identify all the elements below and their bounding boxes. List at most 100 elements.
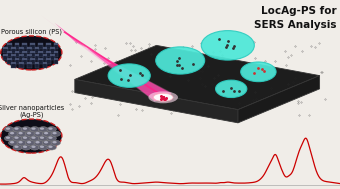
- Circle shape: [47, 136, 56, 141]
- FancyBboxPatch shape: [22, 43, 27, 49]
- Circle shape: [14, 136, 19, 139]
- FancyBboxPatch shape: [7, 51, 12, 53]
- Circle shape: [21, 127, 31, 132]
- Circle shape: [34, 140, 44, 146]
- Circle shape: [8, 140, 18, 146]
- FancyBboxPatch shape: [50, 55, 55, 60]
- Circle shape: [35, 132, 40, 134]
- FancyBboxPatch shape: [42, 54, 47, 56]
- Circle shape: [156, 47, 205, 74]
- FancyBboxPatch shape: [3, 55, 8, 60]
- FancyBboxPatch shape: [11, 62, 16, 64]
- Text: Porous silicon (PS): Porous silicon (PS): [1, 29, 62, 35]
- FancyBboxPatch shape: [54, 51, 58, 53]
- FancyBboxPatch shape: [22, 43, 27, 45]
- FancyBboxPatch shape: [7, 59, 12, 64]
- FancyBboxPatch shape: [35, 47, 39, 49]
- Text: LocAg-PS for
SERS Analysis: LocAg-PS for SERS Analysis: [254, 6, 337, 30]
- FancyBboxPatch shape: [11, 47, 16, 53]
- Circle shape: [35, 141, 40, 143]
- Circle shape: [52, 141, 57, 143]
- Circle shape: [27, 141, 31, 143]
- FancyBboxPatch shape: [35, 54, 39, 56]
- Ellipse shape: [148, 91, 178, 103]
- FancyBboxPatch shape: [50, 54, 55, 56]
- FancyBboxPatch shape: [38, 51, 43, 53]
- FancyBboxPatch shape: [11, 47, 16, 49]
- Circle shape: [4, 127, 14, 132]
- Circle shape: [108, 64, 150, 87]
- Circle shape: [38, 145, 48, 150]
- Circle shape: [13, 136, 22, 141]
- Circle shape: [30, 136, 39, 141]
- Circle shape: [40, 127, 44, 130]
- Text: Silver nanoparticles
(Ag-PS): Silver nanoparticles (Ag-PS): [0, 105, 64, 118]
- Circle shape: [48, 146, 53, 148]
- Circle shape: [26, 131, 35, 136]
- FancyBboxPatch shape: [42, 55, 47, 60]
- FancyBboxPatch shape: [54, 51, 58, 57]
- FancyBboxPatch shape: [3, 47, 8, 49]
- FancyBboxPatch shape: [54, 59, 58, 64]
- FancyBboxPatch shape: [30, 43, 35, 45]
- Circle shape: [42, 131, 52, 136]
- FancyBboxPatch shape: [27, 47, 32, 49]
- Polygon shape: [75, 79, 238, 123]
- FancyBboxPatch shape: [19, 47, 24, 49]
- FancyBboxPatch shape: [19, 54, 24, 56]
- Circle shape: [38, 127, 48, 132]
- Circle shape: [30, 145, 39, 150]
- Circle shape: [31, 136, 36, 139]
- Circle shape: [40, 136, 44, 139]
- Circle shape: [10, 141, 14, 143]
- Circle shape: [18, 141, 23, 143]
- FancyBboxPatch shape: [15, 43, 19, 49]
- FancyBboxPatch shape: [35, 62, 39, 64]
- Circle shape: [31, 146, 36, 148]
- Circle shape: [14, 127, 19, 130]
- FancyBboxPatch shape: [38, 43, 43, 49]
- FancyBboxPatch shape: [22, 51, 27, 53]
- Circle shape: [44, 141, 48, 143]
- FancyBboxPatch shape: [19, 55, 24, 60]
- FancyBboxPatch shape: [22, 59, 27, 64]
- Circle shape: [10, 132, 14, 134]
- Circle shape: [13, 127, 22, 132]
- Circle shape: [47, 145, 56, 150]
- Polygon shape: [75, 45, 320, 110]
- FancyBboxPatch shape: [46, 59, 51, 64]
- FancyBboxPatch shape: [42, 62, 47, 68]
- Circle shape: [31, 127, 36, 130]
- FancyBboxPatch shape: [15, 51, 19, 53]
- Circle shape: [216, 80, 247, 98]
- Polygon shape: [54, 23, 172, 101]
- FancyBboxPatch shape: [42, 47, 47, 53]
- FancyBboxPatch shape: [30, 51, 35, 53]
- FancyBboxPatch shape: [46, 58, 51, 60]
- Circle shape: [8, 131, 18, 136]
- FancyBboxPatch shape: [27, 62, 32, 68]
- Circle shape: [30, 127, 39, 132]
- FancyBboxPatch shape: [42, 62, 47, 64]
- FancyBboxPatch shape: [11, 54, 16, 56]
- FancyBboxPatch shape: [46, 43, 51, 49]
- Ellipse shape: [153, 93, 173, 101]
- Circle shape: [201, 31, 254, 60]
- Circle shape: [23, 146, 27, 148]
- Circle shape: [1, 119, 62, 153]
- FancyBboxPatch shape: [7, 43, 12, 49]
- FancyBboxPatch shape: [54, 58, 58, 60]
- FancyBboxPatch shape: [46, 51, 51, 57]
- Circle shape: [44, 132, 48, 134]
- FancyBboxPatch shape: [22, 51, 27, 57]
- Circle shape: [26, 140, 35, 146]
- FancyBboxPatch shape: [15, 59, 19, 64]
- Circle shape: [38, 136, 48, 141]
- FancyBboxPatch shape: [35, 62, 39, 68]
- FancyBboxPatch shape: [46, 43, 51, 45]
- FancyBboxPatch shape: [15, 43, 19, 45]
- Circle shape: [6, 136, 10, 139]
- Polygon shape: [41, 15, 172, 102]
- FancyBboxPatch shape: [30, 43, 35, 49]
- FancyBboxPatch shape: [27, 55, 32, 60]
